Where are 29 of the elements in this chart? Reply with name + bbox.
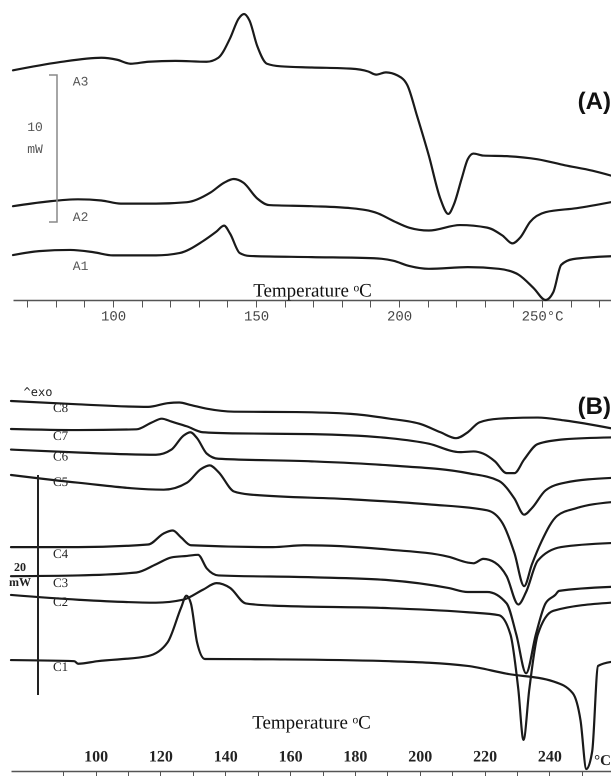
- x-tick-label: 220: [473, 748, 498, 766]
- x-tick-label: 150: [244, 310, 270, 326]
- annotation: (B): [578, 393, 611, 420]
- series-label: A2: [72, 210, 88, 226]
- x-tick-label: 140: [214, 748, 238, 766]
- series-label: C6: [53, 448, 69, 464]
- text: ^exo: [24, 385, 52, 399]
- annotation: (A): [578, 88, 611, 115]
- x-tick-label: 100: [84, 748, 108, 766]
- x-tick-label: 240: [538, 748, 562, 766]
- x-axis-title: Temperature ᵒC: [252, 712, 371, 734]
- x-tick-label: 200: [386, 310, 412, 326]
- series-label: C4: [53, 546, 69, 562]
- series-label: C1: [53, 659, 68, 674]
- x-axis-title: Temperature ᵒC: [253, 280, 372, 302]
- series-label: A1: [72, 259, 89, 274]
- x-tick-label: 200: [408, 748, 432, 766]
- x-tick-label: 100: [100, 310, 126, 326]
- annotation: 20 mW: [9, 560, 31, 589]
- annotation: 10 mW: [27, 120, 43, 157]
- annotation: °C: [594, 753, 611, 769]
- x-tick-label: 160: [278, 748, 303, 766]
- series-label: C8: [53, 400, 68, 415]
- x-tick-label: 250°C: [522, 310, 564, 326]
- series-label: C7: [53, 428, 69, 443]
- x-tick-label: 180: [343, 748, 368, 766]
- series-label: A3: [72, 74, 88, 90]
- x-tick-label: 120: [148, 748, 173, 766]
- series-label: C3: [53, 575, 68, 590]
